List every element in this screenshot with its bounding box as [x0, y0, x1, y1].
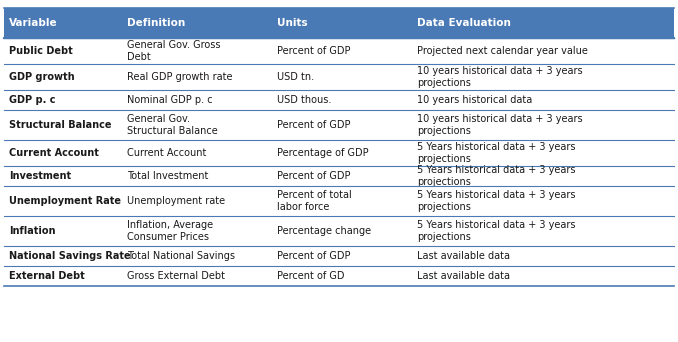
Text: Percent of GDP: Percent of GDP: [277, 171, 351, 181]
Bar: [4, 38, 674, 64]
Text: USD thous.: USD thous.: [277, 95, 332, 105]
Bar: [4, 110, 674, 140]
Text: General Gov. Gross
Debt: General Gov. Gross Debt: [127, 40, 220, 62]
Text: Unemployment rate: Unemployment rate: [127, 196, 225, 206]
Bar: [4, 8, 674, 38]
Text: Percent of total
labor force: Percent of total labor force: [277, 190, 352, 212]
Text: 5 Years historical data + 3 years
projections: 5 Years historical data + 3 years projec…: [417, 220, 576, 242]
Text: National Savings Rate: National Savings Rate: [9, 251, 131, 261]
Text: Projected next calendar year value: Projected next calendar year value: [417, 46, 588, 56]
Text: Percent of GDP: Percent of GDP: [277, 251, 351, 261]
Text: Unemployment Rate: Unemployment Rate: [9, 196, 121, 206]
Text: Definition: Definition: [127, 18, 185, 28]
Bar: [4, 140, 674, 166]
Bar: [4, 90, 674, 110]
Text: 5 Years historical data + 3 years
projections: 5 Years historical data + 3 years projec…: [417, 165, 576, 187]
Bar: [4, 166, 674, 186]
Text: GDP p. c: GDP p. c: [9, 95, 56, 105]
Text: General Gov.
Structural Balance: General Gov. Structural Balance: [127, 114, 218, 136]
Text: Real GDP growth rate: Real GDP growth rate: [127, 72, 233, 82]
Bar: [4, 246, 674, 266]
Text: Percent of GDP: Percent of GDP: [277, 46, 351, 56]
Text: Inflation: Inflation: [9, 226, 56, 236]
Bar: [4, 186, 674, 216]
Text: USD tn.: USD tn.: [277, 72, 314, 82]
Text: Investment: Investment: [9, 171, 71, 181]
Text: External Debt: External Debt: [9, 271, 85, 281]
Text: Public Debt: Public Debt: [9, 46, 73, 56]
Text: Current Account: Current Account: [9, 148, 99, 158]
Text: 10 years historical data + 3 years
projections: 10 years historical data + 3 years proje…: [417, 114, 582, 136]
Text: 5 Years historical data + 3 years
projections: 5 Years historical data + 3 years projec…: [417, 190, 576, 212]
Text: 10 years historical data: 10 years historical data: [417, 95, 532, 105]
Text: Percentage of GDP: Percentage of GDP: [277, 148, 369, 158]
Text: 10 years historical data + 3 years
projections: 10 years historical data + 3 years proje…: [417, 66, 582, 88]
Text: Structural Balance: Structural Balance: [9, 120, 111, 130]
Text: Data Evaluation: Data Evaluation: [417, 18, 511, 28]
Text: Variable: Variable: [9, 18, 58, 28]
Text: Percentage change: Percentage change: [277, 226, 371, 236]
Text: Last available data: Last available data: [417, 251, 510, 261]
Text: Percent of GD: Percent of GD: [277, 271, 344, 281]
Text: Total Investment: Total Investment: [127, 171, 208, 181]
Text: Gross External Debt: Gross External Debt: [127, 271, 225, 281]
Bar: [4, 216, 674, 246]
Bar: [4, 64, 674, 90]
Text: 5 Years historical data + 3 years
projections: 5 Years historical data + 3 years projec…: [417, 142, 576, 164]
Text: Current Account: Current Account: [127, 148, 206, 158]
Bar: [4, 266, 674, 286]
Text: Total National Savings: Total National Savings: [127, 251, 235, 261]
Text: Nominal GDP p. c: Nominal GDP p. c: [127, 95, 213, 105]
Text: Units: Units: [277, 18, 308, 28]
Text: Inflation, Average
Consumer Prices: Inflation, Average Consumer Prices: [127, 220, 213, 242]
Text: GDP growth: GDP growth: [9, 72, 75, 82]
Text: Percent of GDP: Percent of GDP: [277, 120, 351, 130]
Text: Last available data: Last available data: [417, 271, 510, 281]
